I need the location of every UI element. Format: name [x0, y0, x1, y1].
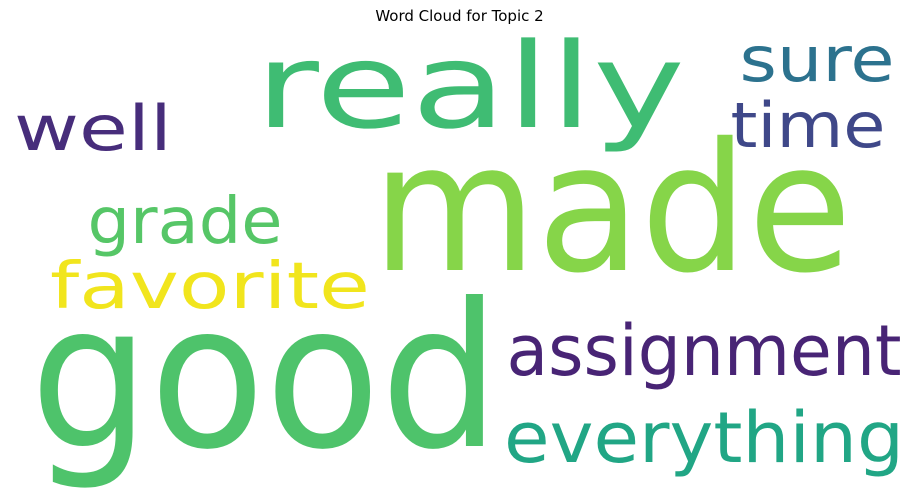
- word-everything: everything: [504, 397, 904, 479]
- word-favorite: favorite: [50, 250, 370, 324]
- word-really: really: [255, 17, 685, 155]
- chart-title: Word Cloud for Topic 2: [375, 7, 544, 25]
- word-good: good: [30, 261, 500, 490]
- word-well: well: [14, 92, 172, 165]
- word-assignment: assignment: [507, 310, 902, 392]
- word-time: time: [731, 89, 886, 162]
- word-grade: grade: [88, 185, 283, 259]
- word-sure: sure: [740, 23, 895, 96]
- word-made: made: [372, 105, 852, 312]
